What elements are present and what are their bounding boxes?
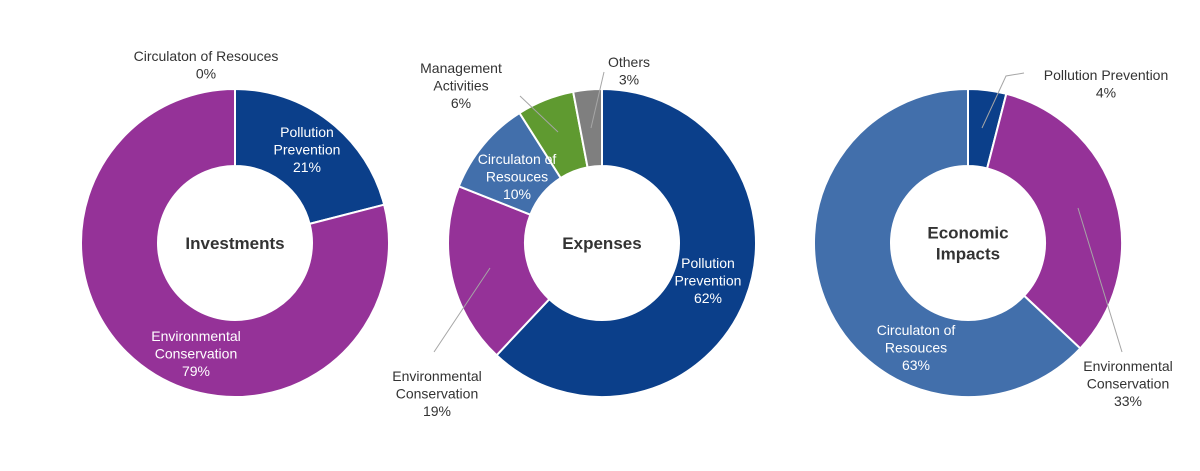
- slice-label: Pollution Prevention 21%: [274, 124, 341, 175]
- slice-category-label: Pollution: [681, 255, 735, 271]
- leader-line: [981, 72, 1025, 129]
- leader-line: [433, 267, 491, 353]
- donut-center-title: Investments: [185, 234, 284, 253]
- slice-value-label: 6%: [451, 95, 471, 111]
- slice-category-label: Pollution: [280, 124, 334, 140]
- donut-slice: [571, 87, 603, 169]
- slice-category-label: Resouces: [885, 340, 947, 356]
- slice-value-label: 19%: [423, 403, 451, 419]
- slice-value-label: 0%: [196, 66, 216, 82]
- slice-value-label: 63%: [902, 357, 930, 373]
- slice-label: Circulaton of Resouces 10%: [478, 151, 557, 202]
- slice-category-label: Environmental: [1083, 358, 1173, 374]
- slice-category-label: Environmental: [151, 328, 241, 344]
- donut-slice: [80, 87, 390, 398]
- donut-chart-2: Pollution Prevention 62% Environmental Conse…: [392, 54, 757, 419]
- slice-category-label: Conservation: [396, 386, 479, 402]
- slice-value-label: 62%: [694, 290, 722, 306]
- center-title-line: Impacts: [936, 245, 1000, 264]
- slice-label: Circulaton of Resouces 63%: [877, 322, 956, 373]
- leader-line: [590, 71, 605, 129]
- slice-label: Others 3%: [608, 54, 650, 88]
- slice-value-label: 33%: [1114, 393, 1142, 409]
- slice-label: Environmental Conservation 19%: [392, 368, 482, 419]
- donut-slice: [813, 87, 1082, 398]
- slice-category-label: Conservation: [155, 346, 238, 362]
- donut-center-title: Economic Impacts: [927, 224, 1008, 264]
- center-title-line: Investments: [185, 234, 284, 253]
- slice-category-label: Prevention: [274, 142, 341, 158]
- slice-label: Environmental Conservation 33%: [1083, 358, 1173, 409]
- donut-slice: [495, 87, 757, 398]
- slice-category-label: Pollution Prevention: [1044, 67, 1169, 83]
- slice-category-label: Others: [608, 54, 650, 70]
- slice-label: Environmental Conservation 79%: [151, 328, 241, 379]
- donut-slice: [447, 185, 551, 357]
- slice-value-label: 21%: [293, 159, 321, 175]
- slice-label: Pollution Prevention 4%: [1044, 67, 1169, 101]
- slice-value-label: 3%: [619, 72, 639, 88]
- slice-label: Circulaton of Resouces 0%: [134, 48, 279, 82]
- slice-category-label: Circulaton of: [478, 151, 557, 167]
- slice-value-label: 4%: [1096, 85, 1116, 101]
- slice-value-label: 79%: [182, 363, 210, 379]
- slice-category-label: Management: [420, 60, 502, 76]
- slice-category-label: Resouces: [486, 169, 548, 185]
- slice-category-label: Circulaton of Resouces: [134, 48, 279, 64]
- donut-chart-3: Pollution Prevention 4% Environmental Conse…: [813, 67, 1173, 409]
- slice-category-label: Activities: [433, 78, 488, 94]
- center-title-line: Economic: [927, 224, 1008, 243]
- slice-category-label: Conservation: [1087, 376, 1170, 392]
- slice-label: Pollution Prevention 62%: [675, 255, 742, 306]
- leader-line: [1077, 207, 1123, 353]
- leader-line: [519, 95, 559, 133]
- slice-value-label: 10%: [503, 186, 531, 202]
- slice-category-label: Prevention: [675, 273, 742, 289]
- donut-chart-1: Pollution Prevention 21% Environmental Conse…: [80, 48, 390, 398]
- slice-category-label: Environmental: [392, 368, 482, 384]
- donut-center-title: Expenses: [562, 234, 641, 253]
- slice-label: Management Activities 6%: [420, 60, 502, 111]
- slice-category-label: Circulaton of: [877, 322, 956, 338]
- donut-slice: [234, 87, 386, 226]
- center-title-line: Expenses: [562, 234, 641, 253]
- donut-slice: [985, 92, 1123, 350]
